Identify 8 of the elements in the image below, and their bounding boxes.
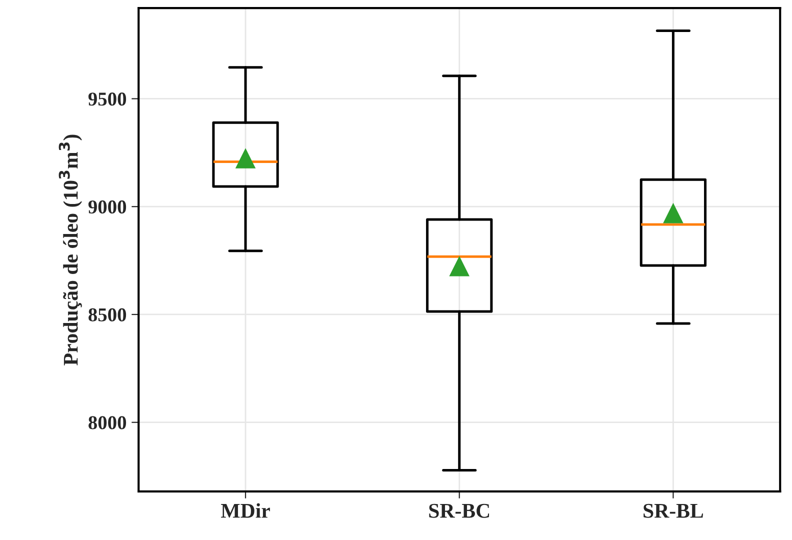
x-tick-label: SR-BC	[429, 504, 490, 518]
y-tick-label: 9000	[88, 200, 126, 214]
y-tick-label: 8500	[88, 308, 126, 322]
x-tick-label: MDir	[221, 503, 270, 518]
y-tick-label: 8000	[88, 416, 126, 430]
y-tick-label: 9500	[88, 92, 126, 106]
x-tick-label: SR-BL	[644, 504, 704, 518]
y-axis-title: Produção de óleo (10$^{3}$m$^{3}$)	[58, 134, 82, 366]
